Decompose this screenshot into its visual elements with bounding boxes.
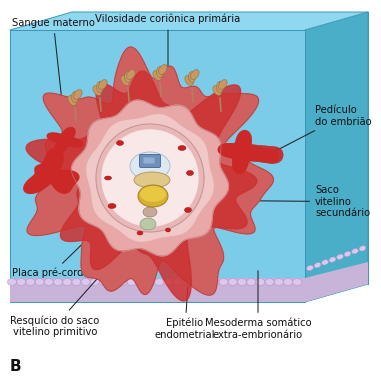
Ellipse shape (125, 72, 131, 83)
Ellipse shape (93, 86, 101, 96)
Polygon shape (10, 12, 368, 30)
Ellipse shape (192, 279, 200, 285)
Ellipse shape (173, 279, 182, 285)
Ellipse shape (187, 171, 194, 175)
Ellipse shape (90, 279, 99, 285)
Ellipse shape (307, 265, 314, 271)
Ellipse shape (8, 279, 16, 285)
Ellipse shape (293, 279, 302, 285)
Ellipse shape (213, 86, 221, 96)
Ellipse shape (190, 70, 199, 80)
FancyBboxPatch shape (139, 155, 160, 168)
Ellipse shape (178, 146, 186, 150)
Ellipse shape (104, 176, 112, 180)
Ellipse shape (137, 231, 143, 235)
Ellipse shape (138, 185, 168, 207)
Ellipse shape (274, 279, 283, 285)
Ellipse shape (164, 279, 173, 285)
Ellipse shape (63, 279, 72, 285)
Polygon shape (10, 30, 305, 302)
Ellipse shape (17, 279, 26, 285)
Ellipse shape (228, 279, 237, 285)
Ellipse shape (322, 260, 328, 265)
Ellipse shape (126, 70, 135, 80)
Polygon shape (72, 100, 229, 256)
Ellipse shape (81, 279, 90, 285)
Ellipse shape (99, 80, 107, 89)
Ellipse shape (184, 207, 192, 213)
Text: Placa pré-cordal: Placa pré-cordal (12, 188, 140, 279)
Polygon shape (27, 47, 274, 295)
Ellipse shape (140, 218, 156, 230)
Ellipse shape (201, 279, 210, 285)
Ellipse shape (210, 279, 219, 285)
Ellipse shape (237, 279, 247, 285)
Ellipse shape (182, 279, 191, 285)
Ellipse shape (99, 279, 109, 285)
Ellipse shape (265, 279, 274, 285)
Polygon shape (305, 12, 368, 302)
Ellipse shape (127, 279, 136, 285)
Ellipse shape (336, 254, 343, 260)
Ellipse shape (109, 279, 118, 285)
Ellipse shape (216, 81, 224, 92)
Ellipse shape (96, 81, 104, 92)
Ellipse shape (153, 70, 162, 80)
Ellipse shape (74, 89, 82, 99)
Text: Pedículo
do embrião: Pedículo do embrião (264, 105, 371, 157)
Ellipse shape (136, 279, 145, 285)
Ellipse shape (185, 75, 194, 86)
Ellipse shape (72, 91, 78, 102)
Ellipse shape (26, 279, 35, 285)
Text: Epitélio
endometrial: Epitélio endometrial (155, 287, 215, 340)
Ellipse shape (314, 263, 321, 268)
Text: Vilosidade coriônica primária: Vilosidade coriônica primária (95, 14, 241, 79)
Ellipse shape (134, 172, 170, 188)
Ellipse shape (121, 75, 130, 86)
Ellipse shape (256, 279, 265, 285)
Ellipse shape (283, 279, 293, 285)
Text: Saco
vitelino
secundário: Saco vitelino secundário (170, 185, 370, 218)
Ellipse shape (143, 207, 157, 217)
Polygon shape (102, 130, 198, 226)
Ellipse shape (117, 141, 123, 146)
Polygon shape (96, 124, 204, 232)
Ellipse shape (140, 186, 166, 202)
Polygon shape (218, 131, 266, 173)
Polygon shape (47, 127, 83, 152)
Text: Sangue materno: Sangue materno (12, 18, 95, 145)
Ellipse shape (158, 64, 167, 75)
Polygon shape (24, 148, 79, 193)
Ellipse shape (35, 279, 44, 285)
Ellipse shape (344, 251, 351, 257)
Ellipse shape (219, 279, 228, 285)
Ellipse shape (165, 228, 171, 232)
Text: B: B (10, 359, 22, 374)
Ellipse shape (247, 279, 256, 285)
Ellipse shape (108, 204, 116, 208)
Polygon shape (87, 115, 213, 241)
Ellipse shape (68, 96, 77, 105)
Text: Resquício do saco
vitelino primitivo: Resquício do saco vitelino primitivo (10, 226, 144, 337)
Polygon shape (26, 71, 257, 301)
Text: Mesoderma somático
extra-embrionário: Mesoderma somático extra-embrionário (205, 271, 311, 340)
Ellipse shape (359, 246, 366, 251)
Ellipse shape (189, 72, 195, 83)
Ellipse shape (53, 279, 62, 285)
FancyBboxPatch shape (144, 158, 155, 163)
Ellipse shape (118, 279, 127, 285)
Ellipse shape (352, 249, 359, 254)
Ellipse shape (155, 279, 164, 285)
Ellipse shape (146, 279, 155, 285)
Ellipse shape (130, 152, 170, 180)
Ellipse shape (72, 279, 81, 285)
Ellipse shape (44, 279, 53, 285)
Ellipse shape (329, 257, 336, 262)
Ellipse shape (219, 80, 227, 89)
Polygon shape (10, 262, 368, 302)
Ellipse shape (157, 66, 163, 77)
